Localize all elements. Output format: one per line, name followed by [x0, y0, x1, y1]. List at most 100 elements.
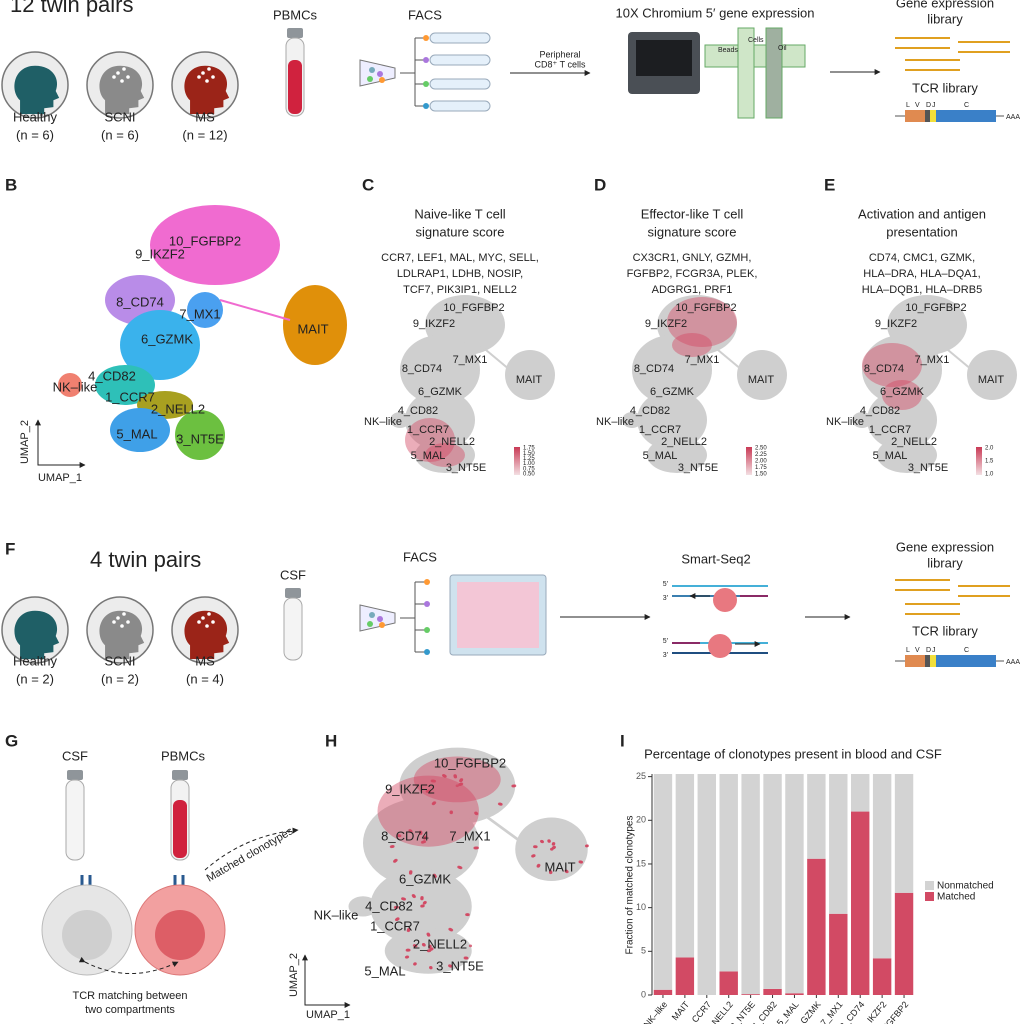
- gene-list: CD74, CMC1, GZMK,: [869, 252, 975, 264]
- umap-dot: [420, 840, 425, 844]
- umap-cells: [877, 437, 937, 473]
- umap-dot: [474, 811, 478, 815]
- scale-label: 1.00: [523, 461, 535, 467]
- lesion-dot: [211, 620, 215, 624]
- head-icon: [99, 610, 145, 659]
- lesion-dot: [207, 612, 211, 616]
- bar-segment: [829, 913, 848, 995]
- cluster-label: 5_MAL: [364, 963, 405, 978]
- cluster-label: MAIT: [516, 374, 543, 386]
- cluster-label: 8_CD74: [381, 828, 429, 843]
- umap-dot: [432, 873, 436, 877]
- prime-label: 3′: [663, 595, 669, 602]
- umap-dot: [391, 845, 395, 848]
- umap-cells: [390, 412, 410, 428]
- head-icon: [99, 65, 145, 114]
- umap-dot: [428, 945, 432, 949]
- panel-letter: G: [5, 731, 18, 750]
- y-tick-label: 0: [641, 989, 646, 999]
- cluster-label: 9_IKZF2: [135, 246, 185, 261]
- cluster-label: 8_CD74: [634, 363, 674, 375]
- platform-label: 10X Chromium 5′ gene expression: [616, 5, 815, 20]
- umap-dot: [540, 840, 545, 844]
- panel-letter: F: [5, 539, 15, 558]
- y-tick-label: 15: [636, 858, 646, 868]
- group-label: SCNI: [104, 653, 135, 668]
- sample-label: CSF: [280, 567, 306, 582]
- group-label: Healthy: [13, 653, 58, 668]
- umap-dot: [511, 784, 515, 788]
- panel-letter: C: [362, 175, 374, 194]
- group-label: Healthy: [13, 109, 58, 124]
- lesion-dot: [122, 67, 126, 71]
- bar-segment: [697, 774, 716, 995]
- construct-label: J: [932, 647, 936, 654]
- bar-segment: [851, 774, 870, 812]
- umap-cells: [637, 390, 707, 450]
- umap-highlight: [425, 443, 465, 467]
- cluster-label: 1_CCR7: [407, 424, 449, 436]
- construct-label: AAA: [1006, 659, 1020, 666]
- umap-dot: [457, 865, 461, 869]
- lesion-dot: [116, 71, 120, 75]
- umap-dot: [398, 834, 402, 838]
- umap-dot: [448, 927, 452, 931]
- cluster-label: 9_IKZF2: [385, 781, 435, 796]
- head-icon: [14, 65, 60, 114]
- umap-highlight: [413, 756, 501, 803]
- umap-dot: [551, 846, 555, 850]
- group-label: MS: [195, 653, 215, 668]
- umap-dot: [402, 897, 407, 901]
- umap-dot: [407, 927, 411, 931]
- sample-label: PBMCs: [273, 7, 318, 22]
- scale-label: 2.0: [985, 446, 994, 452]
- cluster-label: 7_MX1: [179, 306, 220, 321]
- umap-cells: [852, 412, 872, 428]
- umap-cells: [505, 350, 555, 400]
- cluster-label: 5_MAL: [411, 450, 446, 462]
- bar-segment: [719, 774, 738, 972]
- tcr-label: TCR library: [912, 623, 978, 638]
- lesion-dot: [201, 616, 205, 620]
- color-scale: [514, 447, 520, 475]
- umap-dot: [414, 944, 418, 948]
- gene-list: TCF7, PIK3IP1, NELL2: [403, 284, 517, 296]
- method-label: Smart-Seq2: [681, 551, 750, 566]
- panel-title: signature score: [416, 224, 505, 239]
- scale-label: 1.75: [523, 446, 535, 452]
- panel-title: Effector-like T cell: [641, 206, 744, 221]
- scale-label: 1.0: [985, 472, 994, 478]
- bar-segment: [675, 774, 695, 958]
- y-tick-label: 20: [636, 815, 646, 825]
- umap-dot: [419, 832, 423, 836]
- axis-label: UMAP_1: [38, 472, 82, 484]
- cluster-label: NK–like: [314, 907, 359, 922]
- sort-label: FACS: [403, 549, 437, 564]
- umap-dot: [532, 854, 536, 857]
- umap-cells: [478, 810, 524, 844]
- cluster-label: 5_MAL: [873, 450, 908, 462]
- umap-cells: [622, 412, 642, 428]
- scale-label: 1.50: [523, 451, 535, 457]
- umap-highlight: [672, 333, 712, 357]
- panel-a-art: [285, 27, 1010, 122]
- cluster-label: 6_GZMK: [418, 386, 463, 398]
- umap-cells: [479, 344, 511, 371]
- lesion-dot: [122, 612, 126, 616]
- umap-dot: [409, 830, 413, 833]
- lesion-dot: [120, 79, 124, 83]
- group-n: (n = 2): [101, 671, 139, 686]
- scale-label: 2.00: [755, 459, 767, 465]
- cluster-label: 6_GZMK: [399, 871, 451, 886]
- cluster-label: 7_MX1: [915, 354, 950, 366]
- bar-segment: [872, 774, 892, 959]
- cluster-label: 8_CD74: [402, 363, 442, 375]
- umap-dot: [396, 917, 400, 921]
- group-label: MS: [195, 109, 215, 124]
- bar-segment: [872, 958, 892, 995]
- lesion-dot: [116, 616, 120, 620]
- axis-label: UMAP_1: [306, 1009, 350, 1021]
- panel-title: presentation: [886, 224, 958, 239]
- cluster-label: 1_CCR7: [370, 918, 420, 933]
